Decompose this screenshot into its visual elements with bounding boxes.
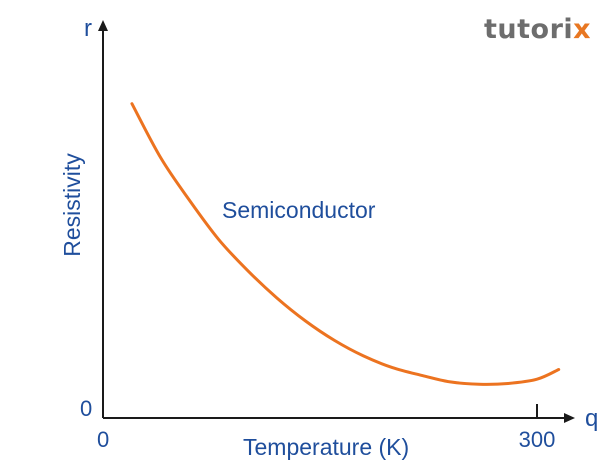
series-label-semiconductor: Semiconductor bbox=[222, 197, 376, 223]
y-axis-arrow bbox=[98, 20, 108, 31]
x-axis-symbol: q bbox=[585, 405, 598, 432]
x-tick-label: 300 bbox=[519, 427, 556, 452]
x-axis-title: Temperature (K) bbox=[243, 434, 409, 460]
x-origin-label: 0 bbox=[97, 427, 109, 452]
tutorix-logo: tutorix bbox=[484, 14, 592, 45]
axes bbox=[98, 20, 575, 423]
x-axis-arrow bbox=[564, 413, 575, 423]
y-axis-title: Resistivity bbox=[59, 153, 85, 257]
y-axis-symbol: r bbox=[84, 15, 92, 42]
series-line-semiconductor bbox=[130, 102, 561, 386]
y-origin-label: 0 bbox=[80, 396, 92, 421]
x-ticks: 300 bbox=[519, 404, 556, 452]
